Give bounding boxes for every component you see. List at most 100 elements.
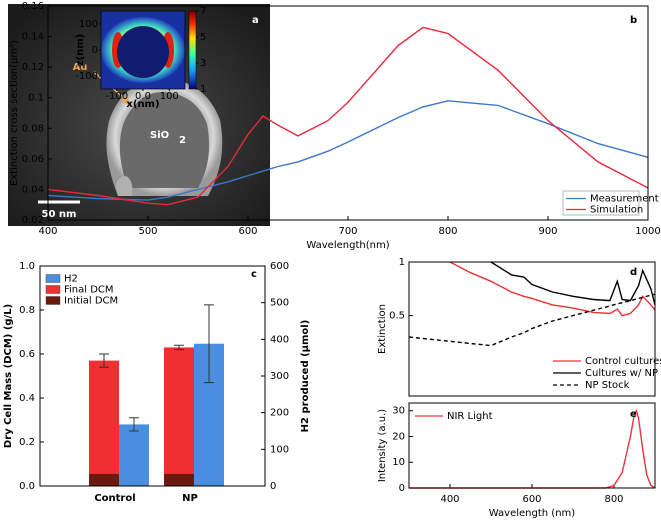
legend-label: Simulation bbox=[590, 205, 643, 216]
scale-bar-label: 50 nm bbox=[42, 209, 77, 220]
plot-frame bbox=[39, 265, 266, 487]
y-tick-label: 0.12 bbox=[22, 62, 44, 73]
inset-image bbox=[100, 10, 197, 90]
error-bar bbox=[204, 304, 214, 384]
y-tick-label: 20 bbox=[392, 431, 405, 442]
panel-label: c bbox=[251, 269, 257, 280]
series-line bbox=[47, 100, 649, 201]
legend-frame bbox=[562, 190, 640, 216]
y-tick-label: 30 bbox=[392, 406, 405, 417]
y-tick-label: 0 bbox=[399, 483, 405, 494]
bar bbox=[164, 473, 194, 486]
y-axis-label: Intensity (a.u.) bbox=[377, 409, 388, 482]
bar bbox=[89, 360, 119, 486]
x-axis-label: Wavelength(nm) bbox=[306, 240, 389, 251]
colorbar-tick-label: 3 bbox=[200, 58, 206, 69]
y-tick-label: 1 bbox=[399, 257, 405, 268]
legend-swatch bbox=[45, 296, 61, 305]
panel-label: b bbox=[630, 15, 637, 26]
error-bar bbox=[174, 344, 184, 351]
inset-y-tick-label: 100 bbox=[79, 19, 98, 30]
inset-particle bbox=[117, 26, 169, 78]
x-tick-label: 900 bbox=[538, 226, 557, 237]
plot-frame bbox=[408, 402, 656, 489]
inset-y-tick-label: -100 bbox=[75, 71, 98, 82]
x-tick-label: 500 bbox=[138, 226, 157, 237]
plot-frame bbox=[47, 5, 649, 221]
particle-core bbox=[119, 92, 210, 188]
y-tick-label: 0.0 bbox=[19, 481, 35, 492]
y-tick-label: 0.8 bbox=[19, 305, 35, 316]
series-line bbox=[409, 409, 656, 489]
bar bbox=[119, 424, 149, 486]
y2-tick-label: 0 bbox=[270, 481, 276, 492]
y-axis-label: Extinction bbox=[377, 304, 388, 354]
au-label: Au bbox=[73, 62, 88, 73]
y2-tick-label: 100 bbox=[270, 444, 289, 455]
series-line bbox=[449, 261, 656, 317]
legend-label: Measurement bbox=[590, 194, 659, 205]
panel-label: a bbox=[252, 15, 259, 26]
colorbar-tick-label: 1 bbox=[200, 84, 206, 95]
y-tick-label: 0.5 bbox=[389, 311, 405, 322]
bar bbox=[164, 347, 194, 486]
y-tick-label: 0.4 bbox=[19, 393, 35, 404]
au-arrowhead bbox=[122, 96, 132, 106]
x-tick-label: 600 bbox=[522, 494, 541, 505]
legend-swatch bbox=[45, 274, 61, 283]
inset-x-tick-label: 100 bbox=[160, 91, 179, 102]
y2-tick-label: 500 bbox=[270, 298, 289, 309]
y-tick-label: 0.6 bbox=[19, 349, 35, 360]
x-tick-label: 400 bbox=[38, 226, 57, 237]
plot-frame bbox=[408, 261, 656, 397]
x-tick-label: 700 bbox=[338, 226, 357, 237]
x-tick-label: 1000 bbox=[635, 226, 660, 237]
series-line bbox=[47, 26, 649, 206]
y-tick-label: 0.02 bbox=[22, 215, 44, 226]
x-axis-label: Wavelength (nm) bbox=[489, 508, 575, 519]
series-line bbox=[408, 293, 656, 347]
error-bar bbox=[129, 417, 139, 432]
y2-axis-label: H2 produced (μmol) bbox=[300, 320, 311, 433]
colorbar-tick-label: 5 bbox=[200, 32, 206, 43]
legend-label: Cultures w/ NP bbox=[585, 368, 658, 379]
y2-tick-label: 600 bbox=[270, 261, 289, 272]
particle-foot bbox=[116, 176, 133, 196]
y-tick-label: 0.2 bbox=[19, 437, 35, 448]
inset-x-tick-label: -100 bbox=[105, 91, 128, 102]
core-label-subscript: 2 bbox=[179, 135, 186, 146]
y-tick-label: 0.16 bbox=[22, 1, 44, 12]
colorbar bbox=[188, 10, 197, 90]
y-tick-label: 0.04 bbox=[22, 184, 44, 195]
y-tick-label: 0.14 bbox=[22, 32, 44, 43]
legend-label: H2 bbox=[64, 274, 78, 285]
x-tick-label: Control bbox=[94, 493, 135, 504]
colorbar-tick-label: 7 bbox=[200, 6, 206, 17]
y2-tick-label: 200 bbox=[270, 408, 289, 419]
bar bbox=[89, 473, 119, 486]
inset-x-label: x(nm) bbox=[126, 99, 159, 110]
y-tick-label: 0.06 bbox=[22, 154, 44, 165]
y-tick-label: 0.08 bbox=[22, 123, 44, 134]
y2-tick-label: 300 bbox=[270, 371, 289, 382]
legend-swatch bbox=[45, 285, 61, 294]
x-tick-label: 800 bbox=[604, 494, 623, 505]
panel-label: e bbox=[630, 409, 637, 420]
panel-label: d bbox=[630, 267, 637, 278]
x-tick-label: 800 bbox=[438, 226, 457, 237]
inset-y-tick-label: 0 bbox=[92, 45, 98, 56]
legend-label: NP Stock bbox=[585, 380, 630, 391]
y-tick-label: 0.1 bbox=[28, 93, 44, 104]
error-bar bbox=[99, 353, 109, 368]
x-tick-label: NP bbox=[182, 493, 198, 504]
legend-label: Final DCM bbox=[64, 285, 114, 296]
inset-y-label: z(nm) bbox=[75, 34, 86, 67]
x-tick-label: 400 bbox=[440, 494, 459, 505]
legend-label: Control cultures bbox=[585, 356, 661, 367]
y-tick-label: 10 bbox=[392, 457, 405, 468]
core-label: SiO bbox=[150, 130, 169, 141]
legend-label: NIR Light bbox=[447, 411, 493, 422]
x-tick-label: 600 bbox=[238, 226, 257, 237]
y-tick-label: 1.0 bbox=[19, 261, 35, 272]
